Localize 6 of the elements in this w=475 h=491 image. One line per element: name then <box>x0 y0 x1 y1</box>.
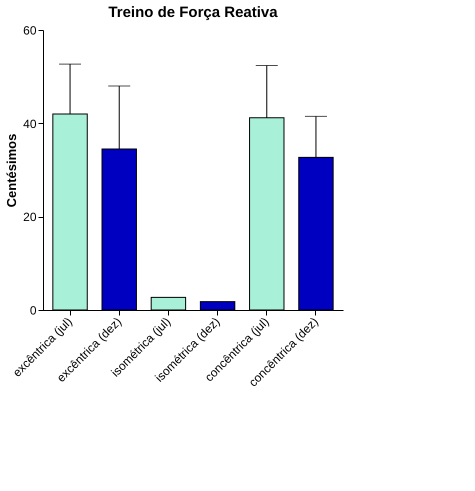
y-axis-title: Centésimos <box>4 134 20 208</box>
y-tick-label: 20 <box>23 210 37 224</box>
chart-title: Treino de Força Reativa <box>108 4 278 21</box>
y-tick-label: 60 <box>23 24 37 38</box>
y-tick-label: 0 <box>30 304 37 318</box>
y-tick-label: 40 <box>23 116 37 131</box>
